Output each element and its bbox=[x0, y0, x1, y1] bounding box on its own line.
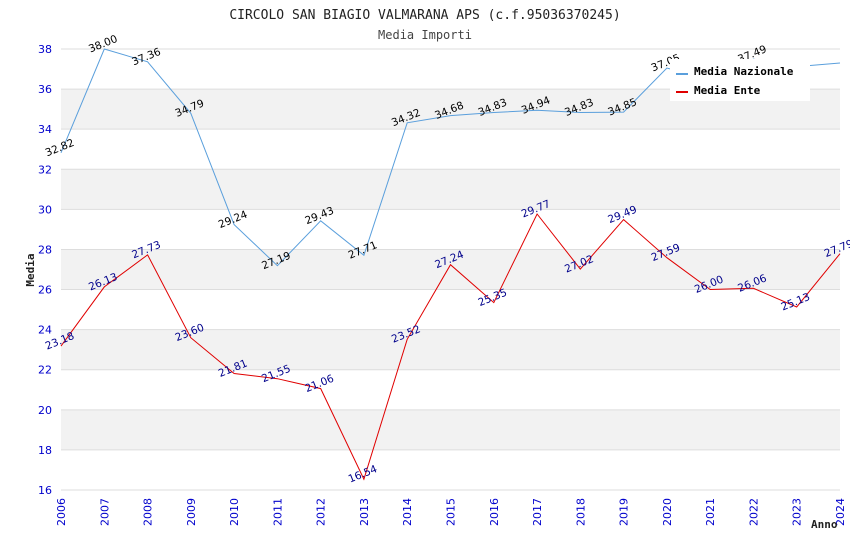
grid-band bbox=[61, 409, 840, 450]
grid-band bbox=[61, 329, 840, 370]
grid-band bbox=[61, 249, 840, 290]
x-tick-label: 2009 bbox=[185, 498, 198, 526]
x-tick-label: 2018 bbox=[574, 498, 587, 526]
y-tick-label: 28 bbox=[38, 243, 52, 256]
y-tick-label: 32 bbox=[38, 163, 52, 176]
x-tick-label: 2022 bbox=[747, 498, 760, 526]
grid-band bbox=[61, 209, 840, 250]
x-axis-label: Anno bbox=[811, 518, 838, 531]
x-tick-label: 2014 bbox=[401, 498, 414, 526]
x-tick-label: 2021 bbox=[704, 498, 717, 526]
y-tick-label: 22 bbox=[38, 364, 52, 377]
x-tick-label: 2008 bbox=[142, 498, 155, 526]
y-tick-label: 26 bbox=[38, 284, 52, 297]
x-tick-label: 2007 bbox=[98, 498, 111, 526]
x-tick-label: 2015 bbox=[445, 498, 458, 526]
grid-bands bbox=[61, 49, 840, 490]
x-tick-label: 2016 bbox=[488, 498, 501, 526]
y-tick-label: 16 bbox=[38, 484, 52, 497]
grid-band bbox=[61, 369, 840, 410]
x-tick-label: 2012 bbox=[315, 498, 328, 526]
legend-box bbox=[670, 59, 810, 101]
y-tick-label: 18 bbox=[38, 444, 52, 457]
grid-band bbox=[61, 129, 840, 170]
y-tick-label: 38 bbox=[38, 43, 52, 56]
y-axis-ticks: 16 18 20 22 24 26 28 30 32 34 36 38 bbox=[38, 43, 52, 497]
legend-label-nazionale: Media Nazionale bbox=[694, 65, 794, 78]
grid-band bbox=[61, 289, 840, 330]
y-tick-label: 34 bbox=[38, 123, 52, 136]
x-tick-label: 2017 bbox=[531, 498, 544, 526]
y-tick-label: 36 bbox=[38, 83, 52, 96]
legend: Media Nazionale Media Ente bbox=[670, 59, 810, 101]
x-tick-label: 2024 bbox=[834, 498, 847, 526]
x-tick-label: 2011 bbox=[271, 498, 284, 526]
y-tick-label: 20 bbox=[38, 404, 52, 417]
x-tick-label: 2023 bbox=[791, 498, 804, 526]
y-axis-label: Media bbox=[24, 253, 37, 286]
y-tick-label: 24 bbox=[38, 324, 52, 337]
series-line bbox=[60, 213, 841, 481]
grid-band bbox=[61, 449, 840, 490]
x-tick-label: 2013 bbox=[358, 498, 371, 526]
chart-title: CIRCOLO SAN BIAGIO VALMARANA APS (c.f.95… bbox=[229, 8, 620, 23]
x-axis-ticks: 2006 2007 2008 2009 2010 2011 2012 2013 2014 2015… bbox=[55, 498, 847, 526]
x-tick-label: 2006 bbox=[55, 498, 68, 526]
x-tick-label: 2020 bbox=[661, 498, 674, 526]
y-tick-label: 30 bbox=[38, 203, 52, 216]
grid-band bbox=[61, 169, 840, 210]
x-tick-label: 2019 bbox=[618, 498, 631, 526]
x-tick-label: 2010 bbox=[228, 498, 241, 526]
legend-label-ente: Media Ente bbox=[694, 84, 761, 97]
chart-subtitle: Media Importi bbox=[378, 28, 472, 42]
